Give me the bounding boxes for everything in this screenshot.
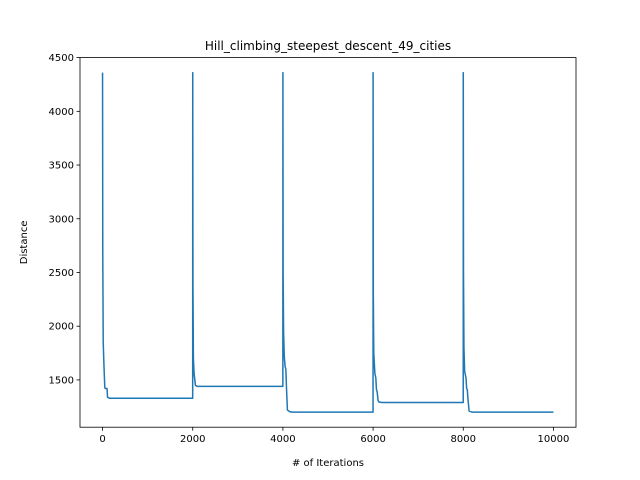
y-axis-ticks: 1500 2000 2500 3000 3500 4000 4500 xyxy=(49,53,80,386)
chart-title: Hill_climbing_steepest_descent_49_cities xyxy=(205,39,451,53)
y-tick-label: 4500 xyxy=(49,53,74,64)
x-tick-label: 2000 xyxy=(180,434,205,445)
plot-area xyxy=(80,57,576,428)
y-tick-label: 3500 xyxy=(49,161,74,172)
series-layer xyxy=(101,71,554,413)
x-axis-ticks: 0 2000 4000 6000 8000 10000 xyxy=(99,427,569,445)
y-tick-label: 1500 xyxy=(49,375,74,386)
y-tick-label: 2500 xyxy=(49,268,74,279)
series-line-0 xyxy=(101,71,554,413)
x-tick-label: 4000 xyxy=(270,434,295,445)
x-tick-label: 10000 xyxy=(538,434,570,445)
plot-frame xyxy=(79,57,577,428)
y-tick-label: 4000 xyxy=(49,107,74,118)
y-axis-label: Distance xyxy=(19,221,30,265)
x-tick-label: 8000 xyxy=(451,434,476,445)
x-tick-label: 6000 xyxy=(360,434,385,445)
y-tick-label: 2000 xyxy=(49,322,74,333)
x-tick-label: 0 xyxy=(99,434,105,445)
y-tick-label: 3000 xyxy=(49,214,74,225)
x-axis-label: # of Iterations xyxy=(292,458,364,469)
